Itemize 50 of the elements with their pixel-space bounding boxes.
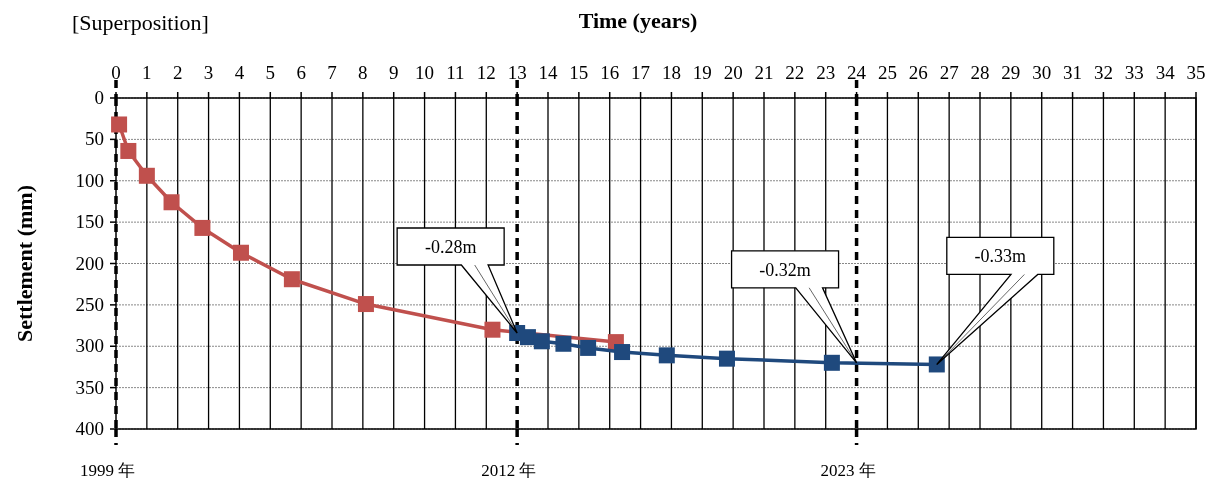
x-tick-label: 22 — [785, 62, 805, 83]
y-tick-label: 350 — [75, 376, 104, 398]
x-tick-label: 8 — [358, 62, 368, 83]
x-tick-label: 27 — [939, 62, 959, 83]
y-tick-label: 150 — [75, 211, 104, 233]
x-tick-label: 14 — [538, 62, 558, 83]
x-tick-label: 26 — [908, 62, 928, 83]
y-tick-label: 300 — [75, 335, 104, 357]
x-axis-title: Time (years) — [578, 8, 698, 33]
chart-title: [Superposition] — [72, 10, 209, 35]
x-tick-label: 29 — [1001, 62, 1021, 83]
x-tick-label: 5 — [265, 62, 276, 83]
x-tick-label: 10 — [415, 62, 435, 83]
x-tick-label: 11 — [446, 62, 465, 83]
x-tick-label: 25 — [877, 62, 897, 83]
x-tick-label: 33 — [1124, 62, 1144, 83]
x-tick-label: 7 — [327, 62, 337, 83]
x-tick-label: 17 — [631, 62, 651, 83]
x-tick-label: 4 — [234, 62, 245, 83]
ref-line-label: 2012 年 — [481, 461, 537, 480]
x-tick-label: 30 — [1032, 62, 1052, 83]
y-axis-title: Settlement (mm) — [12, 185, 37, 342]
x-tick-label: 15 — [569, 62, 589, 83]
y-tick-label: 50 — [85, 128, 104, 150]
y-tick-label: 200 — [75, 252, 104, 274]
x-tick-label: 31 — [1063, 62, 1083, 83]
x-tick-label: 28 — [970, 62, 990, 83]
x-tick-label: 18 — [661, 62, 681, 83]
x-tick-label: 32 — [1093, 62, 1113, 83]
y-tick-label: 400 — [75, 418, 104, 439]
x-tick-label: 16 — [600, 62, 620, 83]
x-tick-label: 2 — [172, 62, 183, 83]
x-tick-label: 9 — [388, 62, 399, 83]
annotation: -0.28m — [424, 237, 477, 258]
annotation: -0.33m — [974, 246, 1027, 267]
x-tick-label: 34 — [1155, 62, 1176, 83]
ref-line-label: 2023 年 — [820, 461, 876, 480]
x-tick-label: 21 — [754, 62, 774, 83]
ref-line-label: 1999 年 — [80, 461, 136, 480]
y-tick-label: 0 — [94, 87, 104, 108]
y-tick-label: 250 — [75, 293, 104, 315]
x-tick-label: 0 — [111, 62, 121, 83]
y-tick-label: 100 — [75, 169, 104, 191]
x-tick-label: 6 — [296, 62, 306, 83]
x-tick-label: 19 — [692, 62, 712, 83]
annotation: -0.32m — [759, 259, 811, 280]
x-tick-label: 35 — [1186, 62, 1206, 83]
x-tick-label: 20 — [723, 62, 743, 83]
x-tick-label: 3 — [203, 62, 214, 83]
x-tick-label: 1 — [142, 62, 152, 83]
